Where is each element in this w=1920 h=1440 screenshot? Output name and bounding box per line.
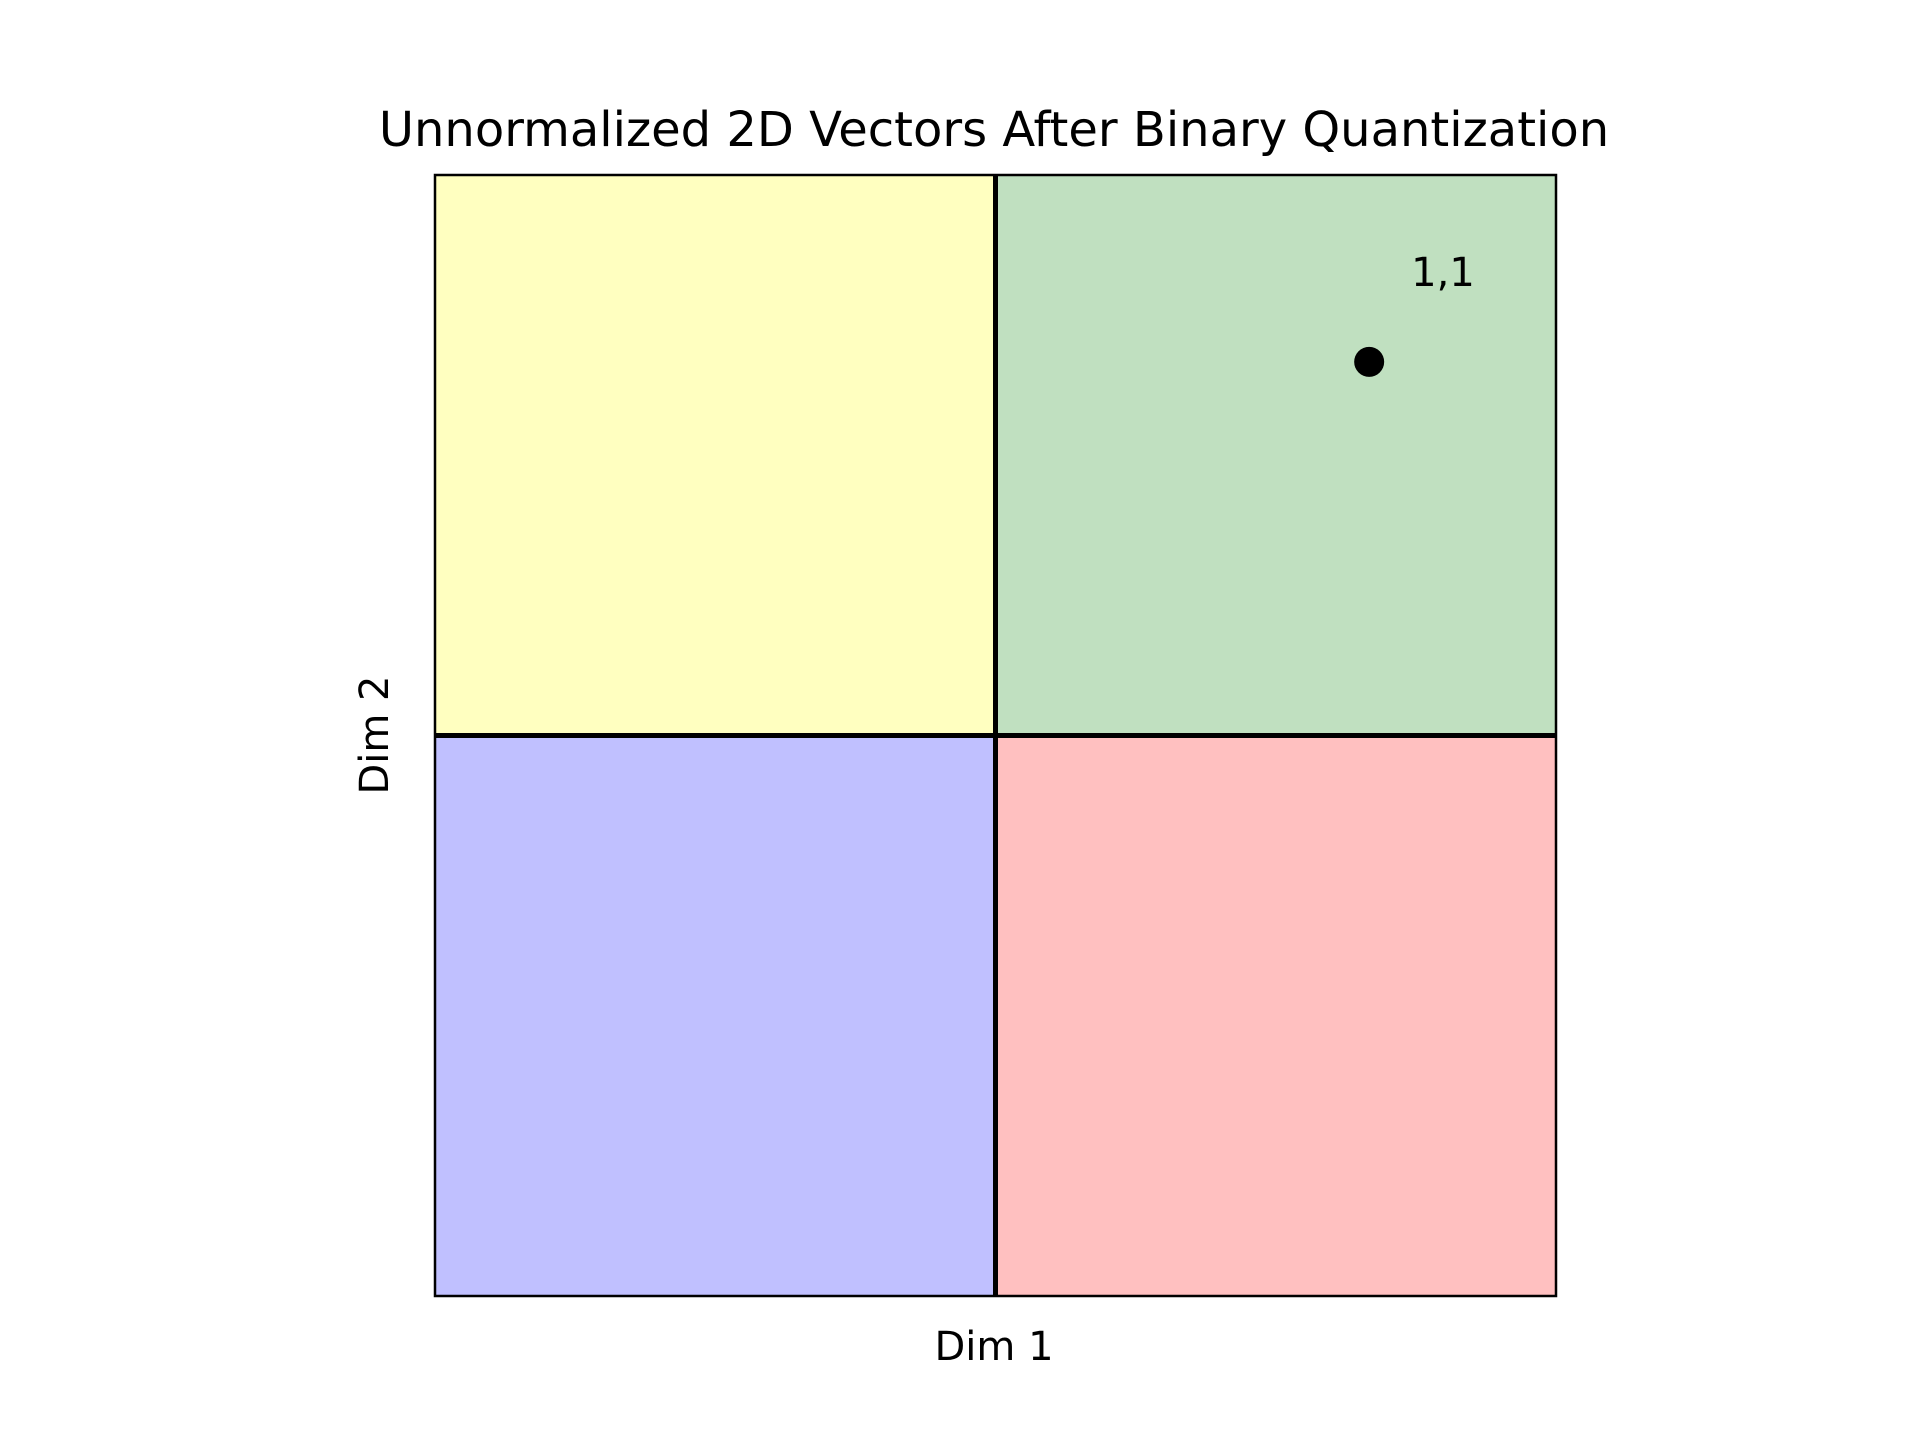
data-point	[1354, 346, 1385, 377]
quadrant-top-left	[435, 175, 996, 736]
data-points: 1,1	[1354, 250, 1475, 377]
quadrant-bottom-left	[435, 735, 996, 1296]
quadrant-bottom-right	[995, 735, 1556, 1296]
y-axis-label: Dim 2	[352, 675, 398, 794]
quadrant-regions	[435, 175, 1556, 1296]
plot-frame	[433, 173, 1558, 1298]
x-axis-label: Dim 1	[934, 1324, 1053, 1370]
chart-title: Unnormalized 2D Vectors After Binary Qua…	[379, 102, 1609, 158]
quadrant-dividers	[435, 175, 1556, 1296]
data-point-label: 1,1	[1411, 250, 1475, 296]
quadrant-top-right	[995, 175, 1556, 736]
